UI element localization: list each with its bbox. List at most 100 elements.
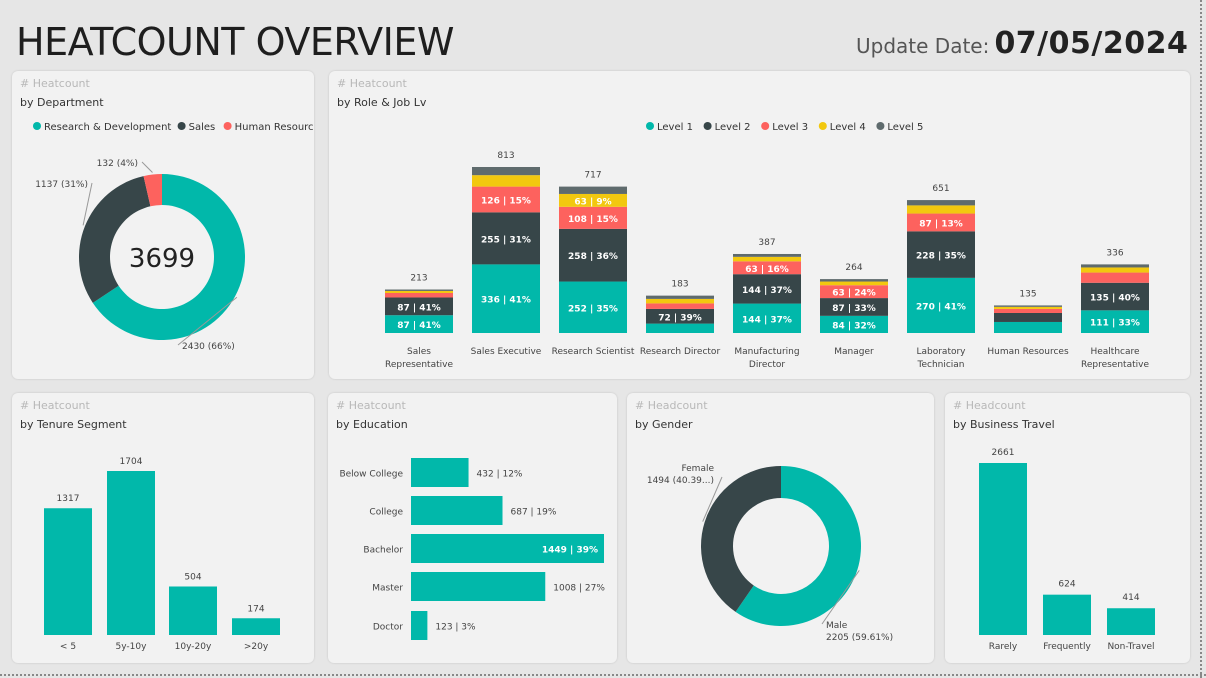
bar-segment	[820, 285, 888, 299]
legend-marker	[876, 122, 885, 130]
total-label: 213	[410, 274, 427, 284]
category-label: Technician	[916, 360, 964, 370]
category-label: Laboratory	[916, 347, 966, 357]
tenure-bar-chart[interactable]: 1317 < 5 1704 5y-10y 504 10y-20y 174 >20y	[12, 393, 314, 663]
bar	[411, 496, 503, 525]
data-label: 1449 | 39%	[542, 546, 598, 556]
category-label: Rarely	[989, 642, 1018, 652]
gender-card[interactable]: # Headcount by Gender Male 2205 (59.61%) F…	[627, 393, 934, 663]
data-label: 144 | 37%	[742, 286, 792, 296]
legend-label: Level 1	[657, 122, 693, 133]
gender-donut-chart[interactable]: Male 2205 (59.61%) Female 1494 (40.39...)	[627, 393, 934, 663]
bar	[169, 586, 217, 635]
data-label: 132 (4%)	[97, 159, 138, 169]
education-card[interactable]: # Heatcount by Education Below College 43…	[328, 393, 617, 663]
bar	[232, 618, 280, 635]
data-label: 174	[247, 604, 264, 614]
bar-segment	[907, 231, 975, 278]
category-label: 10y-20y	[175, 642, 212, 652]
bar-segment	[820, 281, 888, 286]
total-label: 813	[497, 151, 514, 161]
update-date-label: Update Date:	[856, 34, 990, 58]
bar-segment	[994, 305, 1062, 307]
role-stacked-bar-chart[interactable]: Level 1 Level 2 Level 3 Level 4 Level 5 87 | …	[329, 71, 1190, 379]
bar-segment	[907, 277, 975, 333]
total-label: 264	[845, 263, 862, 273]
data-label: 87 | 41%	[397, 303, 441, 313]
bar-segment	[820, 298, 888, 316]
total-label: 651	[932, 184, 949, 194]
category-label: Director	[749, 360, 785, 370]
tenure-card[interactable]: # Heatcount by Tenure Segment 1317 < 5 170…	[12, 393, 314, 663]
bar-segment	[1081, 267, 1149, 273]
legend-marker	[223, 122, 232, 130]
bar-segment	[994, 306, 1062, 309]
card-kicker: # Heatcount	[20, 399, 90, 412]
category-label: Bachelor	[363, 546, 403, 556]
bar-segment	[907, 200, 975, 206]
category-label: Research Scientist	[552, 347, 635, 357]
leader-line	[821, 570, 860, 625]
bar	[1043, 594, 1091, 635]
bar-segment	[646, 298, 714, 304]
department-donut-chart[interactable]: Research & Development Sales Human Resourc…	[12, 71, 314, 379]
data-label: 2661	[992, 448, 1015, 458]
data-label: 1704	[120, 457, 143, 467]
data-label: 144 | 37%	[742, 315, 792, 325]
data-label: 84 | 32%	[832, 321, 876, 331]
bar	[411, 611, 428, 640]
bar-segment	[733, 256, 801, 262]
page-title: HEATCOUNT OVERVIEW	[16, 20, 454, 64]
data-label: 2205 (59.61%)	[826, 633, 893, 643]
category-label: 5y-10y	[116, 642, 148, 652]
data-label: 108 | 15%	[568, 215, 618, 225]
bar-segment	[646, 295, 714, 299]
data-label: 258 | 36%	[568, 252, 618, 262]
bar	[411, 458, 469, 487]
update-date-value: 07/05/2024	[994, 26, 1189, 61]
bar-segment	[907, 205, 975, 214]
bar-segment	[646, 303, 714, 309]
leader-line	[177, 296, 238, 346]
legend-marker	[646, 122, 654, 130]
education-bar-chart[interactable]: Below College 432 | 12% College 687 | 19% Ba…	[328, 393, 617, 663]
data-label: 414	[1122, 593, 1139, 603]
category-label: Sales	[407, 347, 431, 357]
data-label: 252 | 35%	[568, 304, 618, 314]
total-label: 387	[758, 238, 775, 248]
total-label: 336	[1106, 248, 1123, 258]
bar-segment	[733, 253, 801, 257]
data-label: 126 | 15%	[481, 196, 531, 206]
data-label: 87 | 33%	[832, 304, 876, 314]
role-card[interactable]: # Heatcount by Role & Job Lv Level 1 Leve…	[329, 71, 1190, 379]
category-label: Human Resources	[987, 347, 1069, 357]
data-label: 1317	[57, 494, 80, 504]
category-label: Doctor	[373, 623, 403, 633]
bar-segment	[646, 308, 714, 324]
donut-slice	[92, 174, 245, 341]
category-label: Below College	[339, 470, 403, 480]
travel-card[interactable]: # Headcount by Business Travel 2661 Rarel…	[945, 393, 1190, 663]
bar-segment	[733, 303, 801, 333]
bar	[411, 572, 546, 601]
bar-segment	[385, 290, 453, 293]
data-label: 228 | 35%	[916, 252, 966, 262]
total-label: 717	[584, 171, 601, 181]
legend-label: Level 2	[715, 122, 751, 133]
total-label: 183	[671, 280, 688, 290]
bar-segment	[1081, 272, 1149, 283]
bar-segment	[994, 321, 1062, 333]
data-label: 63 | 9%	[574, 197, 611, 207]
data-label: 135 | 40%	[1090, 294, 1140, 304]
bar-segment	[820, 315, 888, 333]
category-label: Research Director	[640, 347, 721, 357]
bar-segment	[733, 261, 801, 275]
bar-segment	[820, 279, 888, 282]
legend-label: Research & Development	[44, 122, 171, 133]
travel-bar-chart[interactable]: 2661 Rarely 624 Frequently 414 Non-Travel	[945, 393, 1190, 663]
bar-segment	[559, 281, 627, 333]
category-label: Master	[372, 584, 403, 594]
card-subtitle: by Department	[20, 96, 104, 109]
bar-segment	[559, 193, 627, 207]
department-card[interactable]: # Heatcount by Department Research & Dev…	[12, 71, 314, 379]
